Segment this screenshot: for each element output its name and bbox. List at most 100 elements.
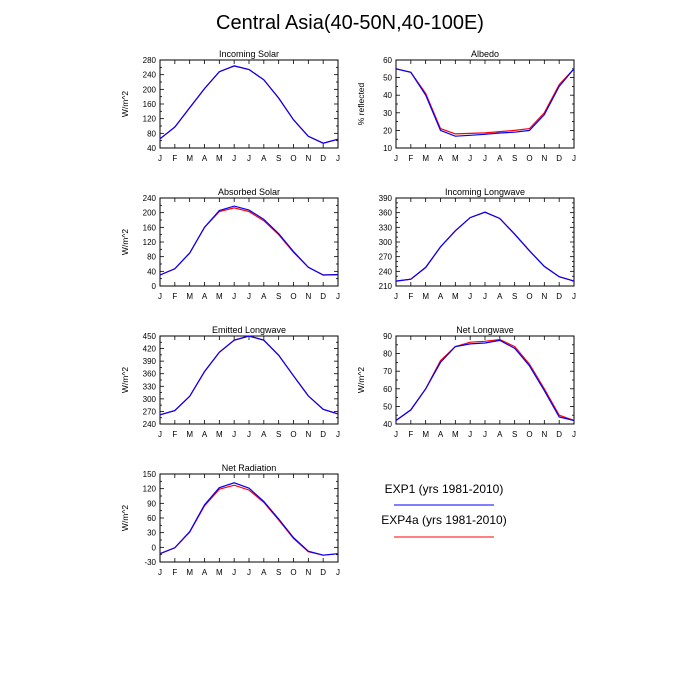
x-tick-label: M — [422, 292, 429, 301]
x-tick-label: F — [172, 430, 177, 439]
x-tick-label: O — [526, 292, 532, 301]
y-tick-label: 80 — [383, 350, 392, 359]
x-tick-label: J — [336, 568, 340, 577]
x-tick-label: F — [408, 430, 413, 439]
x-tick-label: F — [172, 568, 177, 577]
x-tick-label: J — [232, 568, 236, 577]
x-tick-label: A — [497, 430, 503, 439]
y-tick-label: 120 — [143, 485, 157, 494]
x-tick-label: A — [497, 154, 503, 163]
panel-title: Net Radiation — [222, 463, 277, 473]
x-tick-label: F — [172, 292, 177, 301]
x-tick-label: J — [468, 292, 472, 301]
x-tick-label: J — [158, 154, 162, 163]
plot-frame — [395, 335, 575, 425]
y-tick-label: 40 — [147, 267, 156, 276]
x-tick-label: M — [216, 154, 223, 163]
x-tick-label: A — [261, 568, 267, 577]
x-tick-label: J — [483, 292, 487, 301]
x-tick-label: D — [556, 292, 562, 301]
x-tick-label: A — [497, 292, 503, 301]
panel-title: Net Longwave — [456, 325, 514, 335]
y-tick-label: 390 — [379, 194, 393, 203]
y-tick-label: 360 — [379, 209, 393, 218]
y-tick-label: 200 — [143, 209, 157, 218]
y-tick-label: 60 — [383, 385, 392, 394]
x-tick-label: J — [336, 292, 340, 301]
y-axis-label: W/m^2 — [120, 367, 130, 393]
y-axis-label: % reflected — [356, 82, 366, 125]
x-tick-label: J — [572, 292, 576, 301]
x-tick-label: S — [276, 154, 281, 163]
x-tick-label: M — [452, 430, 459, 439]
x-tick-label: M — [422, 154, 429, 163]
x-tick-label: J — [483, 430, 487, 439]
x-tick-label: J — [247, 430, 251, 439]
x-tick-label: J — [158, 568, 162, 577]
y-tick-label: 90 — [147, 499, 156, 508]
x-tick-label: J — [232, 430, 236, 439]
plot-frame — [395, 197, 575, 287]
y-tick-label: 300 — [143, 395, 157, 404]
y-tick-label: 280 — [143, 56, 157, 65]
panel-title: Emitted Longwave — [212, 325, 286, 335]
x-tick-label: N — [305, 292, 311, 301]
x-tick-label: M — [186, 154, 193, 163]
x-tick-label: A — [261, 154, 267, 163]
series-line-exp1 — [159, 335, 339, 416]
y-tick-label: 200 — [143, 85, 157, 94]
x-tick-label: S — [512, 154, 517, 163]
y-tick-label: -30 — [144, 558, 156, 567]
y-tick-label: 20 — [383, 126, 392, 135]
y-tick-label: 80 — [147, 129, 156, 138]
x-tick-label: J — [247, 292, 251, 301]
y-tick-label: 50 — [383, 74, 392, 83]
y-axis-label: W/m^2 — [120, 505, 130, 531]
x-tick-label: F — [408, 292, 413, 301]
y-tick-label: 270 — [379, 253, 393, 262]
x-tick-label: J — [232, 154, 236, 163]
x-tick-label: M — [216, 430, 223, 439]
x-tick-label: D — [320, 430, 326, 439]
y-tick-label: 10 — [383, 144, 392, 153]
y-tick-label: 160 — [143, 100, 157, 109]
series-line-exp1 — [395, 68, 575, 137]
series-line-exp4a — [159, 484, 339, 556]
y-tick-label: 40 — [383, 91, 392, 100]
x-tick-label: O — [290, 154, 296, 163]
x-tick-label: F — [172, 154, 177, 163]
y-tick-label: 0 — [152, 282, 157, 291]
x-tick-label: S — [276, 568, 281, 577]
x-tick-label: M — [216, 292, 223, 301]
x-tick-label: S — [276, 292, 281, 301]
panel-title: Incoming Longwave — [445, 187, 525, 197]
x-tick-label: J — [468, 430, 472, 439]
x-tick-label: M — [186, 430, 193, 439]
plot-frame — [159, 59, 339, 149]
y-axis-label: W/m^2 — [120, 91, 130, 117]
y-tick-label: 390 — [143, 357, 157, 366]
x-tick-label: O — [290, 430, 296, 439]
x-tick-label: N — [541, 292, 547, 301]
y-tick-label: 40 — [383, 420, 392, 429]
x-tick-label: S — [276, 430, 281, 439]
x-tick-label: N — [305, 430, 311, 439]
panel-title: Albedo — [471, 49, 499, 59]
series-line-exp4a — [159, 335, 339, 416]
y-tick-label: 120 — [143, 238, 157, 247]
x-tick-label: A — [261, 430, 267, 439]
series-line-exp1 — [159, 65, 339, 144]
y-tick-label: 240 — [379, 267, 393, 276]
x-tick-label: A — [202, 430, 208, 439]
x-tick-label: O — [290, 292, 296, 301]
x-tick-label: N — [305, 568, 311, 577]
y-tick-label: 30 — [147, 529, 156, 538]
y-tick-label: 270 — [143, 407, 157, 416]
x-tick-label: D — [556, 154, 562, 163]
x-tick-label: J — [483, 154, 487, 163]
